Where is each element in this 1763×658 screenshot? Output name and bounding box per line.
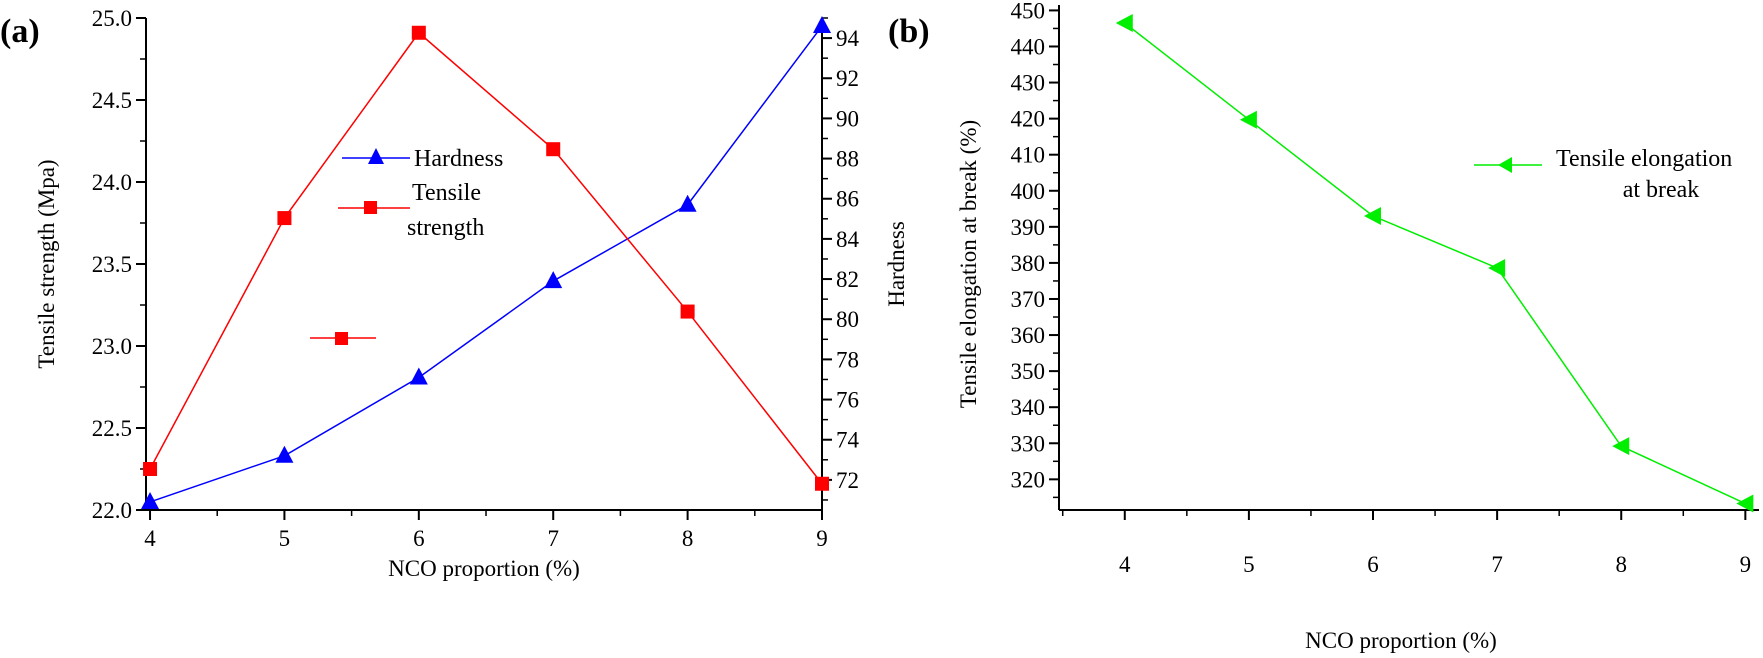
y2-tick-label: 84 (836, 227, 860, 252)
y-tick-label: 24.5 (92, 88, 132, 113)
x-tick-label: 6 (413, 526, 425, 551)
y2-tick-label: 74 (836, 428, 860, 453)
y2-tick-label: 80 (836, 307, 859, 332)
y-tick-label: 340 (1011, 395, 1046, 420)
y-tick-label: 370 (1011, 287, 1046, 312)
y-tick-label: 25.0 (92, 6, 132, 31)
series-line-hardness (149, 25, 823, 503)
y-tick-label: 380 (1011, 251, 1046, 276)
legend-b: Tensile elongation at break (1474, 146, 1732, 203)
data-point-tensile-strength (411, 25, 426, 40)
marks-a (141, 16, 831, 509)
y2-tick-label: 76 (836, 388, 859, 413)
y-tick-label: 22.0 (92, 498, 132, 523)
data-point-tensile-elongation-at-break (1736, 494, 1754, 513)
legend-triangle-icon (368, 148, 384, 164)
y-tick-label: 23.0 (92, 334, 132, 359)
stray-legend-square-icon (335, 332, 348, 345)
data-point-tensile-strength (143, 462, 158, 476)
y2-tick-label: 86 (836, 187, 859, 212)
data-point-tensile-strength (680, 304, 695, 319)
data-point-tensile-strength (815, 476, 829, 491)
data-point-hardness (141, 491, 160, 509)
y-tick-label: 22.5 (92, 416, 132, 441)
data-point-tensile-strength (277, 211, 292, 226)
x-tick-label: 5 (1243, 552, 1255, 577)
y-tick-label: 440 (1011, 34, 1046, 59)
x-axis-label-b: NCO proportion (%) (1305, 628, 1497, 653)
y2-tick-label: 92 (836, 66, 859, 91)
y-tick-label: 400 (1011, 179, 1046, 204)
legend-triangle-left-icon (1498, 157, 1512, 173)
y-tick-label: 330 (1011, 431, 1046, 456)
data-point-tensile-elongation-at-break (1364, 207, 1382, 226)
series-line-tensile-strength (149, 31, 823, 485)
marks-b (1115, 14, 1754, 513)
x-tick-label: 7 (1491, 552, 1503, 577)
y2-tick-label: 78 (836, 347, 859, 372)
y-tick-label: 420 (1011, 107, 1046, 132)
chart-a: (a) NCO proportion (%) Tensile strength … (0, 6, 909, 581)
data-point-tensile-elongation-at-break (1488, 258, 1506, 277)
y-axis-label-b: Tensile elongation at break (%) (956, 120, 981, 408)
data-point-tensile-elongation-at-break (1115, 14, 1133, 33)
y2-tick-label: 82 (836, 267, 859, 292)
legend-label-tensile-line2: strength (407, 215, 484, 241)
legend-label-elongation-line2: at break (1623, 177, 1700, 203)
legend-a: Hardness Tensile strength (310, 146, 503, 345)
y-tick-label: 360 (1011, 323, 1046, 348)
x-tick-label: 8 (1615, 552, 1627, 577)
data-point-hardness (678, 194, 697, 212)
y-tick-label: 390 (1011, 215, 1046, 240)
y-tick-label: 350 (1011, 359, 1046, 384)
data-point-tensile-elongation-at-break (1612, 437, 1630, 456)
data-point-hardness (813, 16, 831, 34)
y2-tick-label: 94 (836, 26, 860, 51)
x-tick-label: 8 (682, 526, 694, 551)
x-tick-label: 7 (547, 526, 559, 551)
y2-tick-label: 72 (836, 468, 859, 493)
x-tick-label: 4 (144, 526, 156, 551)
data-point-tensile-elongation-at-break (1239, 110, 1257, 129)
x-tick-label: 4 (1119, 552, 1131, 577)
data-point-tensile-strength (546, 142, 561, 157)
y-axis-label-a: Tensile strength (Mpa) (34, 159, 59, 368)
chart-b: (b) NCO proportion (%) Tensile elongatio… (888, 0, 1759, 653)
axes-a: 4 5 6 7 8 922.022.523.023.524.024.525.0727476… (92, 6, 860, 551)
legend-label-tensile-line1: Tensile (412, 180, 481, 206)
x-axis-label-a: NCO proportion (%) (388, 556, 580, 581)
y-tick-label: 320 (1011, 467, 1046, 492)
series-line-tensile-elongation-at-break (1124, 22, 1746, 505)
y-tick-label: 430 (1011, 71, 1046, 96)
y2-tick-label: 90 (836, 106, 859, 131)
x-tick-label: 9 (816, 526, 828, 551)
panel-label-b: (b) (888, 13, 930, 50)
data-point-hardness (544, 271, 563, 289)
y-tick-label: 410 (1011, 143, 1046, 168)
data-point-hardness (409, 367, 428, 385)
y2-tick-label: 88 (836, 147, 859, 172)
y-tick-label: 450 (1011, 0, 1046, 23)
axes-b: 4 5 6 7 8 9 320 330 340 350 360 370 380 390 400 410 420 4… (1011, 0, 1759, 577)
legend-label-elongation-line1: Tensile elongation (1556, 146, 1732, 172)
data-point-hardness (275, 445, 294, 463)
y-tick-label: 23.5 (92, 252, 132, 277)
panel-label-a: (a) (0, 13, 40, 50)
y-tick-label: 24.0 (92, 170, 132, 195)
x-tick-label: 6 (1367, 552, 1379, 577)
legend-label-hardness: Hardness (414, 146, 503, 172)
x-tick-label: 5 (279, 526, 291, 551)
x-tick-label: 9 (1740, 552, 1752, 577)
legend-square-icon (364, 201, 377, 214)
y2-axis-label-a: Hardness (884, 221, 909, 307)
